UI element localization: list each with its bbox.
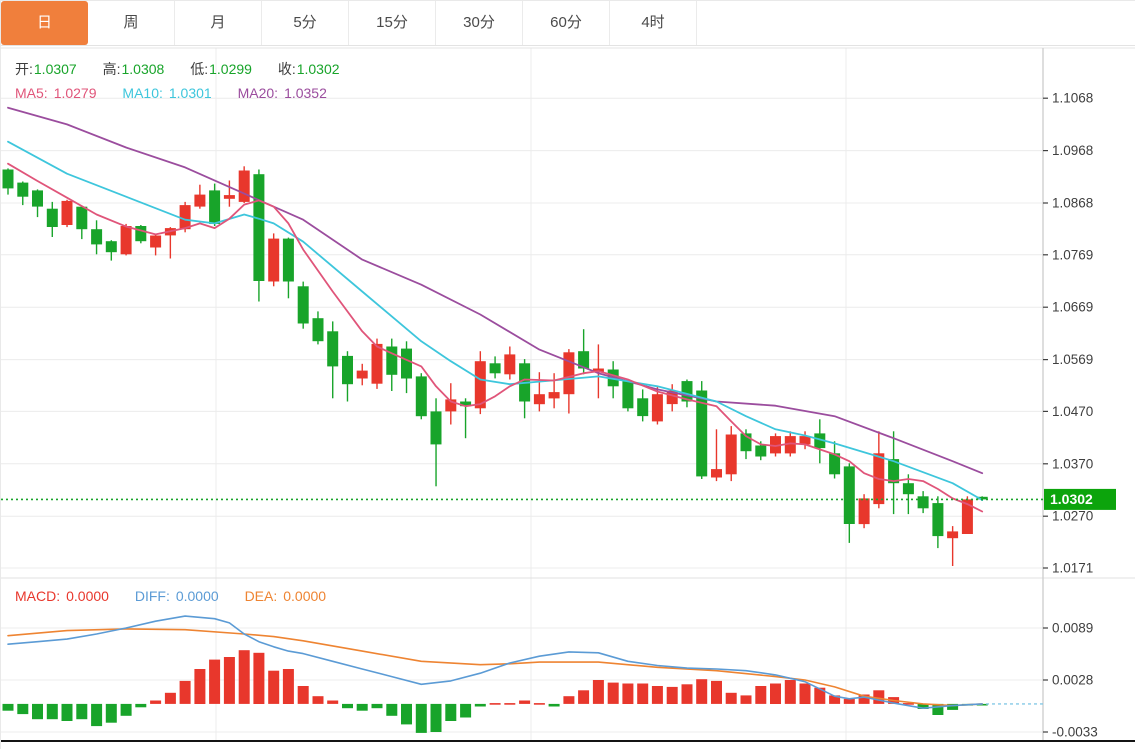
svg-text:1.0302: 1.0302 [1050, 491, 1093, 507]
high-label: 高: [102, 61, 121, 77]
ma-legend: MA5: 1.0279 MA10: 1.0301 MA20: 1.0352 [15, 85, 333, 101]
svg-text:1.0769: 1.0769 [1052, 247, 1093, 262]
svg-text:1.0270: 1.0270 [1052, 509, 1093, 524]
ma10-label: MA10: [122, 85, 163, 101]
open-value: 1.0307 [33, 61, 77, 77]
svg-text:1.0868: 1.0868 [1052, 196, 1093, 211]
ma5-value: 1.0279 [53, 85, 97, 101]
svg-text:1.0470: 1.0470 [1052, 404, 1093, 419]
svg-text:0.0028: 0.0028 [1052, 673, 1093, 688]
low-value: 1.0299 [209, 61, 252, 77]
ma5-label: MA5: [15, 85, 48, 101]
tab-4hour[interactable]: 4时 [610, 1, 697, 45]
diff-value: 0.0000 [175, 588, 219, 604]
svg-text:1.0669: 1.0669 [1052, 300, 1093, 315]
tab-month[interactable]: 月 [175, 1, 262, 45]
close-value: 1.0302 [296, 61, 340, 77]
ma20-value: 1.0352 [284, 85, 327, 101]
diff-label: DIFF: [134, 588, 170, 604]
tab-15min[interactable]: 15分 [349, 1, 436, 45]
tab-week[interactable]: 周 [88, 1, 175, 45]
ma10-value: 1.0301 [168, 85, 212, 101]
svg-text:1.0968: 1.0968 [1052, 143, 1093, 158]
tab-day[interactable]: 日 [1, 1, 88, 45]
timeframe-tabs: 日 周 月 5分 15分 30分 60分 4时 [1, 1, 1135, 46]
svg-text:1.0370: 1.0370 [1052, 456, 1093, 471]
macd-value: 0.0000 [66, 588, 109, 604]
svg-text:1.0569: 1.0569 [1052, 352, 1093, 367]
dea-value: 0.0000 [283, 588, 327, 604]
macd-legend: MACD: 0.0000 DIFF: 0.0000 DEA: 0.0000 [15, 588, 332, 604]
ohlc-legend: 开:1.0307 高:1.0308 低:1.0299 收:1.0302 [15, 59, 346, 79]
tab-5min[interactable]: 5分 [262, 1, 349, 45]
low-label: 低: [190, 61, 209, 77]
tab-30min[interactable]: 30分 [436, 1, 523, 45]
macd-label: MACD: [15, 588, 61, 604]
svg-text:0.0089: 0.0089 [1052, 621, 1093, 636]
svg-text:-0.0033: -0.0033 [1052, 725, 1098, 740]
ma20-label: MA20: [237, 85, 279, 101]
tab-60min[interactable]: 60分 [523, 1, 610, 45]
dea-label: DEA: [244, 588, 278, 604]
price-chart-canvas[interactable]: 1.0302 1.1068 1.0968 1.0868 1.0769 1.0669 1.05… [1, 45, 1135, 749]
close-label: 收: [277, 61, 296, 77]
open-label: 开: [15, 61, 33, 77]
svg-text:1.1068: 1.1068 [1052, 91, 1093, 106]
svg-text:1.0171: 1.0171 [1052, 561, 1093, 576]
high-value: 1.0308 [121, 61, 165, 77]
